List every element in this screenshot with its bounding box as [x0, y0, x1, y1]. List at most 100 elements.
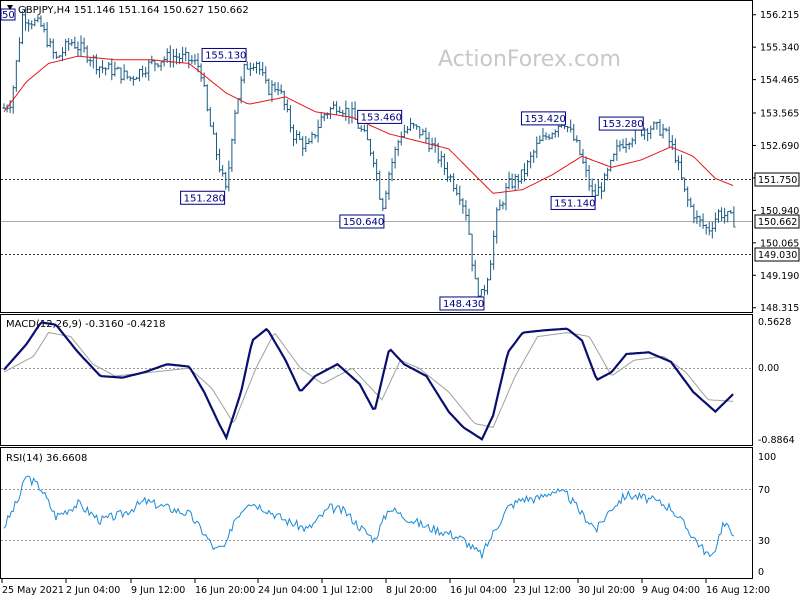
ohlc-bar: [144, 66, 148, 78]
ohlc-bar: [710, 221, 714, 239]
ohlc-bar: [258, 61, 262, 75]
ohlc-bar: [458, 185, 462, 206]
annotation-text: 151.280: [184, 193, 225, 204]
ohlc-bar: [122, 64, 126, 81]
time-tick-label: 30 Jul 20:00: [578, 585, 635, 596]
ohlc-bar: [455, 184, 459, 196]
ohlc-bar: [612, 153, 616, 162]
rsi-tick-100: 100: [758, 452, 776, 463]
annotation-text: 153.420: [524, 114, 565, 125]
left-tag-text: 50: [2, 10, 15, 21]
ohlc-bar: [242, 63, 246, 84]
ohlc-bar: [335, 101, 339, 116]
time-tick-label: 16 Jun 20:00: [195, 585, 255, 596]
ohlc-bar: [48, 38, 52, 48]
ohlc-bar: [88, 56, 92, 67]
price-tick-label: 154.465: [760, 75, 799, 86]
annotation-box: [357, 109, 403, 124]
ohlc-bar: [569, 119, 573, 133]
ohlc-bar: [362, 124, 366, 132]
ohlc-bar: [482, 284, 487, 296]
ohlc-bar: [575, 135, 579, 143]
ohlc-bar: [405, 125, 410, 134]
ohlc-bar: [365, 124, 370, 141]
ohlc-bar: [344, 100, 348, 121]
annotation-150640: 150.640: [339, 214, 385, 229]
ohlc-bar: [445, 162, 450, 182]
macd-tick-top: 0.5628: [758, 317, 791, 328]
ohlc-bar: [384, 190, 388, 210]
price-tick-label: 148.315: [760, 303, 799, 314]
ohlc-bar: [602, 172, 607, 192]
ohlc-bar: [630, 137, 634, 148]
ohlc-bar: [599, 182, 604, 200]
ohlc-bar: [82, 37, 86, 53]
ohlc-bar: [689, 197, 693, 208]
ohlc-bar: [264, 66, 268, 84]
ohlc-bar: [304, 135, 308, 153]
ohlc-bar: [719, 207, 724, 221]
level-tag-149030: 149.030: [754, 247, 800, 262]
time-tick-label: 9 Aug 04:00: [642, 585, 700, 596]
annotation-151280: 151.280: [180, 190, 226, 205]
ohlc-bar: [294, 130, 299, 144]
ohlc-bar: [565, 125, 570, 133]
macd-tick-zero: 0.00: [758, 363, 779, 374]
left-tag: 50: [0, 8, 16, 21]
ohlc-bar: [110, 58, 114, 81]
ohlc-bar: [128, 76, 132, 82]
ohlc-bar: [529, 151, 533, 169]
ohlc-bar: [473, 259, 477, 280]
ohlc-bar: [214, 132, 219, 161]
ohlc-bar: [488, 260, 493, 281]
ohlc-bar: [701, 213, 705, 229]
macd-tick-bottom: -0.8864: [758, 435, 795, 446]
annotation-box: [180, 190, 226, 205]
ohlc-bar: [119, 67, 123, 84]
ohlc-bar: [288, 105, 293, 133]
ohlc-bar: [147, 59, 151, 81]
ohlc-bar: [572, 123, 576, 141]
ohlc-bar: [20, 10, 25, 45]
ohlc-bar: [54, 51, 58, 60]
ohlc-bar: [267, 78, 271, 96]
ohlc-bar: [624, 137, 628, 153]
annotation-text: 148.430: [443, 299, 484, 310]
macd-signal-line: [3, 332, 734, 428]
ohlc-bar: [679, 154, 684, 180]
ohlc-bar: [14, 60, 18, 92]
ohlc-bar: [36, 14, 40, 23]
ohlc-bar: [590, 178, 594, 197]
ohlc-bar: [495, 207, 499, 244]
ohlc-bar: [153, 60, 157, 72]
ohlc-bar: [359, 125, 363, 132]
ohlc-bar: [8, 100, 12, 114]
ohlc-bar: [707, 222, 711, 236]
time-tick-label: 2 Jun 04:00: [66, 585, 120, 596]
symbol-line: GBPJPY,H4 151.146 151.164 150.627 150.66…: [18, 5, 249, 16]
annotation-box: [520, 111, 566, 126]
annotation-box: [439, 296, 485, 311]
ohlc-bar: [393, 146, 397, 169]
ohlc-bar: [174, 48, 179, 65]
ohlc-bar: [387, 171, 391, 200]
price-tick-label: 149.190: [760, 271, 799, 282]
ohlc-bar: [378, 170, 382, 200]
ohlc-bar: [408, 117, 413, 131]
ohlc-bar: [732, 206, 736, 228]
ohlc-bar: [402, 124, 406, 138]
ohlc-bar: [193, 53, 197, 65]
moving-average-line: [3, 55, 734, 194]
ohlc-bar: [282, 90, 286, 111]
ohlc-bar: [430, 137, 434, 150]
ohlc-bar: [390, 158, 394, 182]
rsi-panel-frame: [0, 447, 753, 579]
ohlc-bar: [273, 82, 277, 93]
ohlc-bar: [415, 124, 419, 130]
ohlc-bar: [39, 15, 43, 27]
ohlc-bar: [726, 210, 730, 223]
ohlc-bar: [627, 142, 631, 150]
ohlc-bar: [190, 55, 194, 65]
ohlc-bar: [424, 127, 428, 143]
macd-line: [3, 321, 734, 441]
